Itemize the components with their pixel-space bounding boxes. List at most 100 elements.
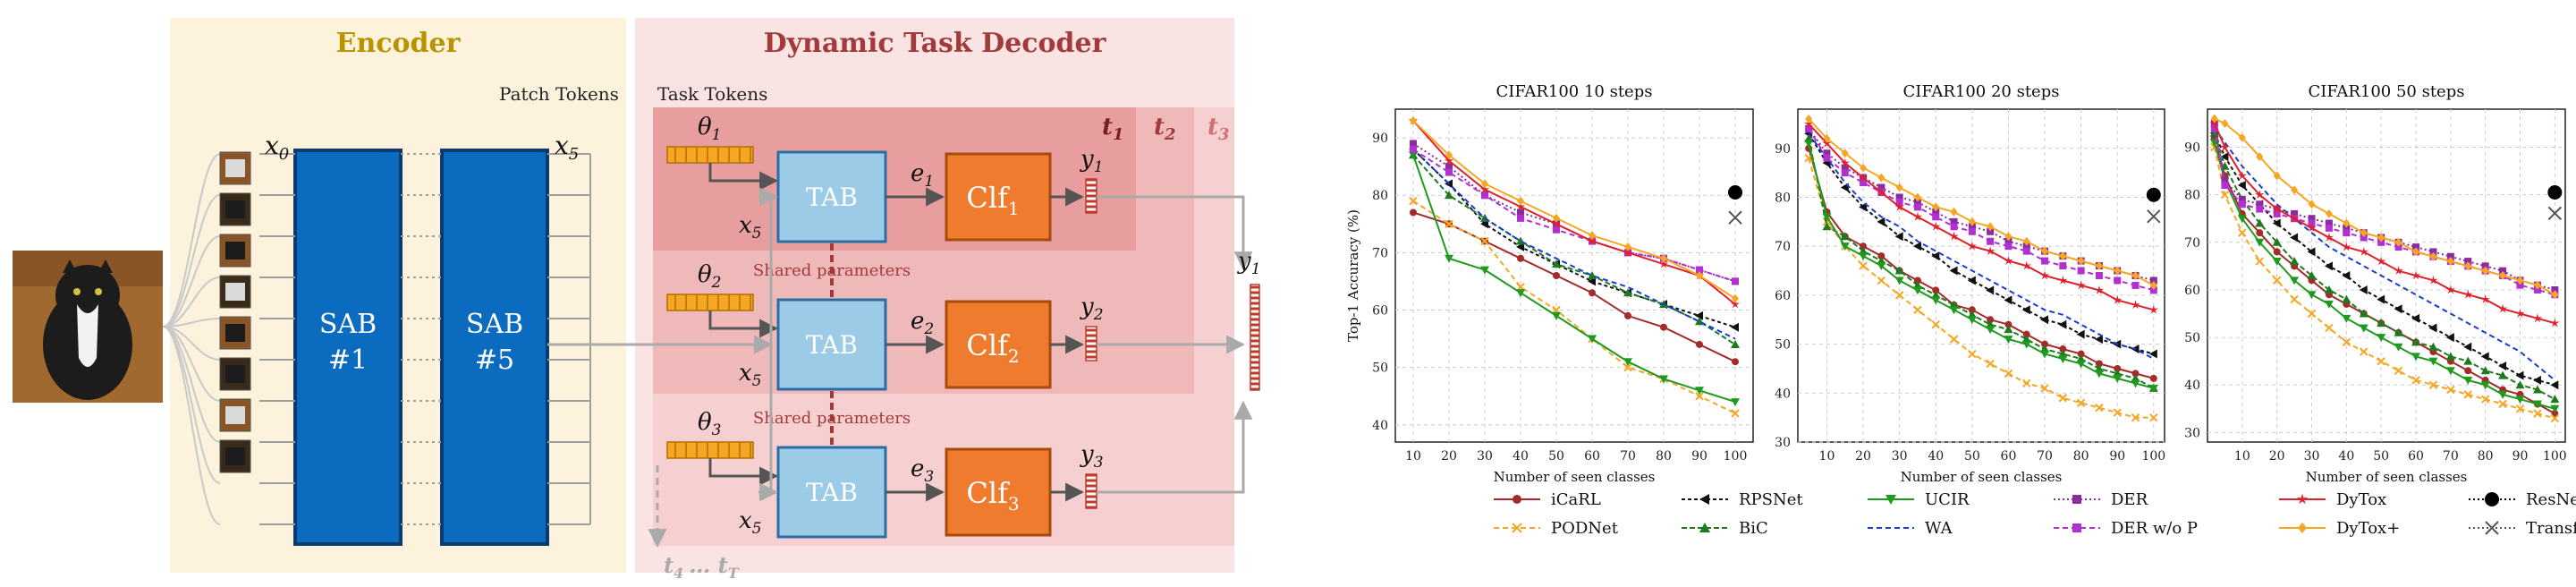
y-tick-label: 30 <box>1775 436 1791 450</box>
data-point <box>1877 252 1885 260</box>
data-point <box>2095 360 2103 368</box>
data-point <box>1699 494 1709 505</box>
data-point <box>2021 305 2030 315</box>
data-point <box>2429 248 2437 256</box>
x-tick-label: 50 <box>1548 449 1564 464</box>
data-point <box>2551 290 2559 300</box>
data-point <box>2550 395 2560 404</box>
data-point <box>2550 413 2560 423</box>
x-tick-label: 60 <box>2408 449 2424 464</box>
data-point <box>2022 379 2031 388</box>
data-point <box>1805 124 1813 132</box>
data-point <box>2114 266 2122 276</box>
data-point <box>1445 163 1453 171</box>
x-tick-label: 30 <box>1477 449 1493 464</box>
data-point <box>2307 271 2317 279</box>
data-point <box>1877 217 1885 226</box>
data-point <box>1445 168 1453 176</box>
data-point <box>1841 169 1849 177</box>
data-point <box>2256 229 2264 237</box>
data-point <box>2343 218 2351 228</box>
data-point <box>2464 258 2472 266</box>
y-tick-label: 50 <box>2184 331 2200 345</box>
data-point <box>2220 152 2229 162</box>
data-point <box>1410 140 1417 148</box>
data-point <box>1731 322 1739 332</box>
data-point <box>2428 380 2438 389</box>
series-line <box>1808 118 2155 286</box>
y-tick-label: 50 <box>1775 338 1791 353</box>
data-point <box>1410 115 1417 125</box>
series-resnet-joint <box>1728 185 1742 200</box>
data-point <box>2547 185 2563 200</box>
y-tick-label: 70 <box>1372 246 1388 260</box>
data-point <box>2058 319 2067 329</box>
data-point <box>2273 209 2281 217</box>
data-point <box>2480 381 2490 390</box>
data-point <box>2550 318 2560 328</box>
data-point <box>2515 404 2525 413</box>
legend-item: ResNet Joint <box>2469 490 2576 509</box>
data-point <box>1860 242 1868 251</box>
data-point <box>2463 342 2472 352</box>
data-point <box>2550 380 2559 390</box>
data-point <box>1623 358 1632 367</box>
data-point <box>2394 237 2402 247</box>
data-point <box>2360 228 2368 238</box>
data-point <box>2308 200 2316 209</box>
data-point <box>2481 262 2489 270</box>
legend-label: UCIR <box>1925 490 1970 509</box>
data-point <box>1895 193 1903 201</box>
task-tokens-label: Task Tokens <box>657 83 767 105</box>
data-point <box>2481 266 2489 276</box>
data-point <box>1913 192 1921 202</box>
image-patch <box>219 398 251 432</box>
series-line <box>1412 120 1736 305</box>
data-point <box>2004 295 2012 305</box>
data-point <box>1728 210 1742 225</box>
yhat-label: y1 <box>1080 146 1104 176</box>
data-point <box>2149 280 2157 290</box>
data-point <box>2360 234 2368 242</box>
data-point <box>2273 171 2281 181</box>
data-point <box>1410 208 1417 217</box>
data-point <box>2308 215 2316 223</box>
y-tick-label: 80 <box>2184 189 2200 203</box>
data-point <box>2095 403 2104 413</box>
theta-label: θ1 <box>698 114 721 144</box>
data-point <box>2428 342 2438 351</box>
data-point <box>2377 233 2385 242</box>
sab-block-1 <box>293 149 402 546</box>
patch-link <box>162 194 221 328</box>
decoder-row-3: θ3 TAB x5 e3 Clf3 y3 <box>666 400 1253 539</box>
clf-label: Clf2 <box>966 328 1019 367</box>
data-point <box>1877 173 1885 183</box>
task-label-t2: t2 <box>1154 114 1176 144</box>
data-point <box>1950 207 1958 217</box>
data-point <box>1913 198 1921 206</box>
y-tick-label: 60 <box>1775 289 1791 303</box>
embedding-label: e3 <box>911 455 934 486</box>
data-point <box>2004 336 2013 345</box>
data-point <box>1912 211 1923 221</box>
data-point <box>2237 215 2247 224</box>
data-point <box>1841 149 1849 158</box>
data-point <box>2255 218 2265 227</box>
data-point <box>1860 179 1868 187</box>
data-point <box>2411 353 2421 362</box>
series-bic <box>2209 128 2560 404</box>
data-point <box>2022 330 2030 338</box>
patch-link <box>162 235 221 328</box>
data-point <box>1624 242 1631 251</box>
data-point <box>2272 276 2282 285</box>
data-point <box>2059 262 2067 270</box>
sab-1-number: #1 <box>328 345 368 376</box>
data-point <box>1445 191 1453 200</box>
data-point <box>2298 523 2307 533</box>
data-point <box>2324 261 2333 271</box>
data-point <box>2077 350 2085 358</box>
data-point <box>1624 311 1631 319</box>
data-point <box>2059 345 2067 353</box>
tab-block <box>776 298 887 391</box>
data-point <box>1823 133 1831 143</box>
